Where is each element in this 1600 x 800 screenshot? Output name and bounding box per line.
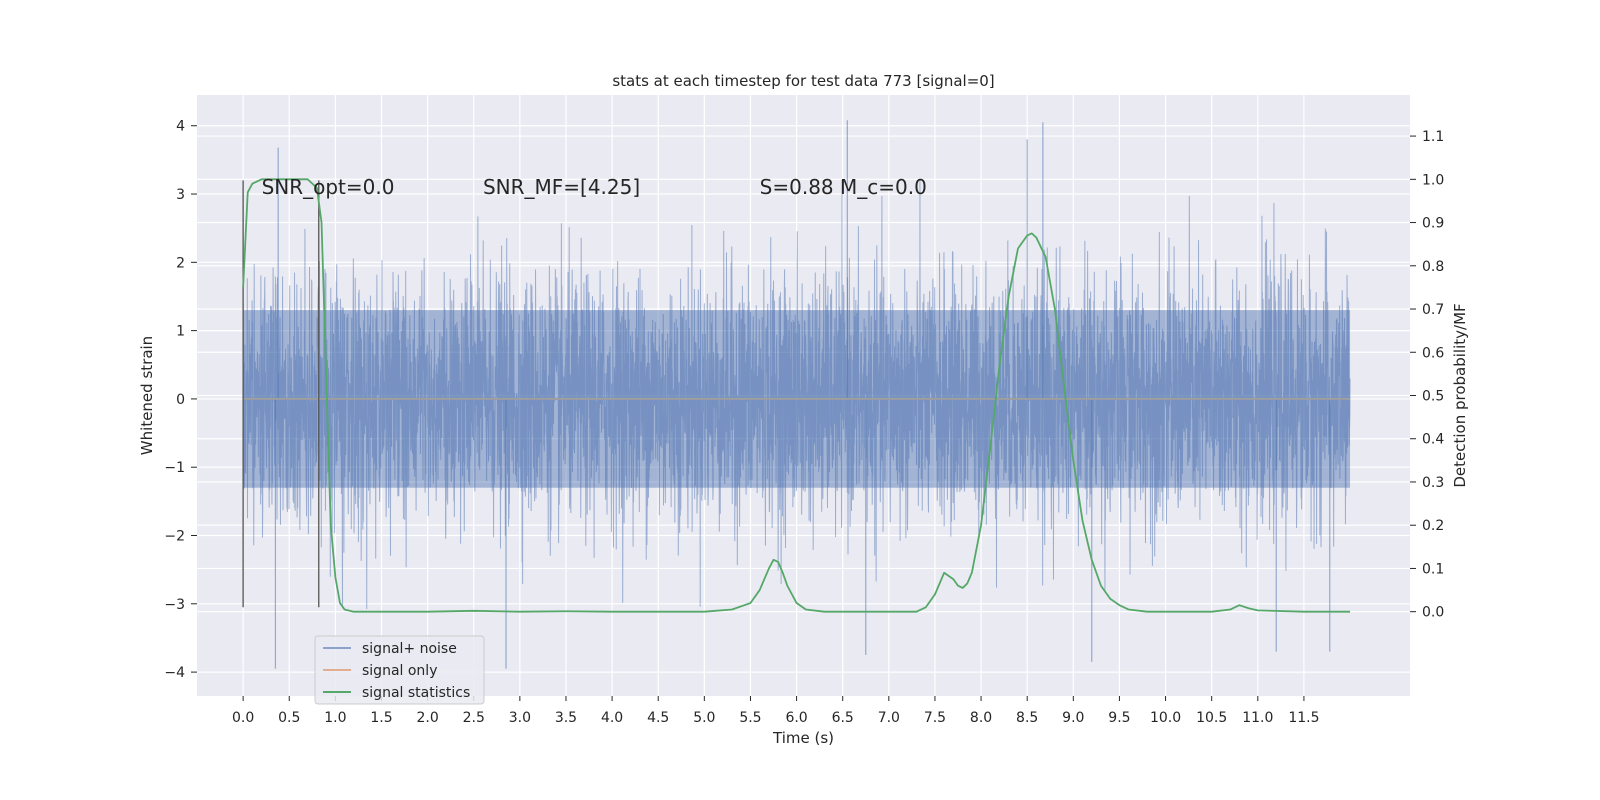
- legend-label: signal+ noise: [362, 641, 457, 657]
- y2-tick-label: 0.3: [1422, 475, 1444, 491]
- y-tick-label: 3: [176, 187, 185, 203]
- y2-tick-label: 1.1: [1422, 129, 1444, 145]
- y-tick-label: 0: [176, 392, 185, 408]
- series-signal-noise: [242, 178, 1351, 609]
- x-tick-label: 9.5: [1108, 710, 1130, 726]
- x-tick-label: 9.0: [1062, 710, 1084, 726]
- legend: signal+ noise signal only signal statistic…: [314, 635, 485, 705]
- x-tick-label: 3.0: [509, 710, 531, 726]
- y2-tick-label: 0.5: [1422, 389, 1444, 405]
- x-tick-label: 5.0: [693, 710, 715, 726]
- y2-axis-label: Detection probability/MF: [1451, 303, 1469, 487]
- y2-tick-label: 0.8: [1422, 259, 1444, 275]
- x-tick-label: 10.5: [1196, 710, 1227, 726]
- x-tick-label: 4.0: [601, 710, 623, 726]
- y2-tick-label: 1.0: [1422, 172, 1444, 188]
- x-tick-label: 6.5: [832, 710, 854, 726]
- x-tick-label: 1.0: [324, 710, 346, 726]
- x-axis-label: Time (s): [772, 729, 834, 747]
- x-tick-label: 4.5: [647, 710, 669, 726]
- x-tick-label: 0.5: [278, 710, 300, 726]
- annotation-2: SNR_MF=[4.25]: [483, 175, 640, 199]
- x-axis: 0.0 0.5 1.0 1.5 2.0 2.5 3.0 3.5 4.0 4.5 5.0 5.5 6.0 6…: [232, 696, 1320, 726]
- annotation-1: SNR_opt=0.0: [262, 175, 395, 199]
- y-tick-label: 1: [176, 324, 185, 340]
- x-tick-label: 2.0: [416, 710, 438, 726]
- legend-label: signal statistics: [362, 685, 470, 701]
- y-tick-label: −4: [164, 665, 185, 681]
- legend-label: signal only: [362, 663, 437, 679]
- x-tick-label: 2.5: [463, 710, 485, 726]
- x-tick-label: 0.0: [232, 710, 254, 726]
- y2-tick-label: 0.1: [1422, 561, 1444, 577]
- series-signal-statistics: [242, 178, 1351, 613]
- annotations: SNR_opt=0.0 SNR_MF=[4.25] S=0.88 M_c=0.0: [262, 175, 927, 199]
- x-tick-label: 11.5: [1288, 710, 1319, 726]
- y-axis-right: 0.0 0.1 0.2 0.3 0.4 0.5 0.6 0.7 0.8 0.9 1.0 1.1: [1410, 129, 1444, 621]
- x-tick-label: 7.0: [878, 710, 900, 726]
- y-tick-label: −1: [164, 460, 185, 476]
- x-tick-label: 11.0: [1242, 710, 1273, 726]
- legend-box: [314, 635, 485, 705]
- y-axis-label: Whitened strain: [138, 336, 156, 455]
- annotation-3: S=0.88 M_c=0.0: [760, 175, 927, 199]
- y-tick-label: −2: [164, 529, 185, 545]
- y-axis-left: −4 −3 −2 −1 0 1 2 3 4: [164, 119, 197, 681]
- y2-tick-label: 0.7: [1422, 302, 1444, 318]
- x-tick-label: 3.5: [555, 710, 577, 726]
- y-tick-label: 2: [176, 255, 185, 271]
- chart-title: stats at each timestep for test data 773…: [612, 72, 994, 90]
- x-tick-label: 7.5: [924, 710, 946, 726]
- x-tick-label: 5.5: [739, 710, 761, 726]
- y-tick-label: −3: [164, 597, 185, 613]
- x-tick-label: 8.5: [1016, 710, 1038, 726]
- y2-tick-label: 0.0: [1422, 605, 1444, 621]
- y2-tick-label: 0.4: [1422, 432, 1444, 448]
- x-tick-label: 10.0: [1150, 710, 1181, 726]
- x-tick-label: 1.5: [370, 710, 392, 726]
- y2-tick-label: 0.2: [1422, 518, 1444, 534]
- y-tick-label: 4: [176, 119, 185, 135]
- x-tick-label: 8.0: [970, 710, 992, 726]
- x-tick-label: 6.0: [785, 710, 807, 726]
- y2-tick-label: 0.6: [1422, 345, 1444, 361]
- plot-content: [242, 120, 1351, 669]
- y2-tick-label: 0.9: [1422, 216, 1444, 232]
